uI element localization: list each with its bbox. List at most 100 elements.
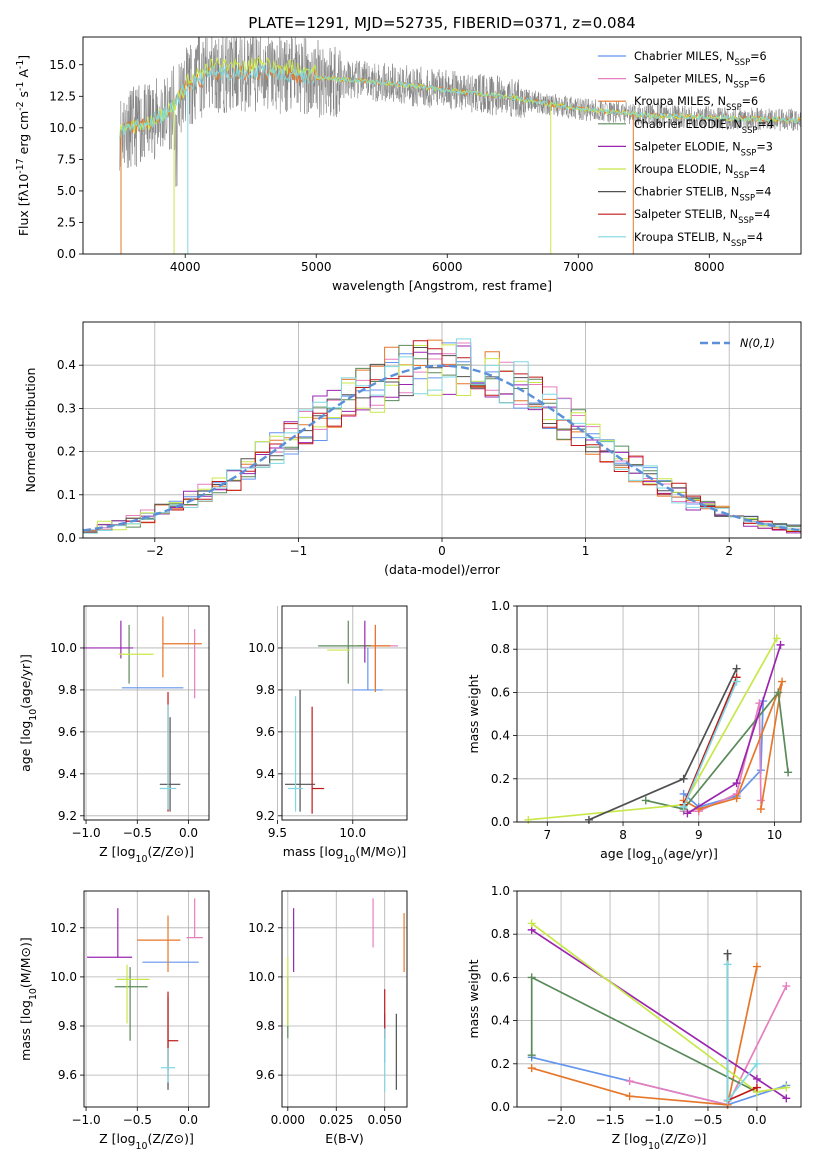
- weight-marker: [527, 919, 536, 928]
- x-tick-label: 0.0: [179, 1113, 198, 1127]
- x-tick-label: 0.050: [368, 1113, 402, 1127]
- y-tick-label: 9.8: [58, 1019, 77, 1033]
- x-tick-label: 0.025: [319, 1113, 353, 1127]
- weight-marker: [752, 1074, 761, 1083]
- weight-marker: [732, 779, 741, 788]
- x-axis-label: (data-model)/error: [384, 562, 501, 577]
- y-tick-label: 0.2: [491, 772, 510, 786]
- residual-histogram-panel: −2 −1 0 1 2 0.0 0.1 0.2 0.3 0.4 (data-model)/error…: [23, 321, 802, 577]
- spectrum-lines: [119, 37, 801, 254]
- y-tick-label: 0.1: [57, 488, 76, 502]
- legend-label: Salpeter MILES, NSSP=6: [634, 73, 766, 90]
- weight-marker: [527, 1051, 536, 1060]
- y-tick-label: 0.8: [491, 927, 510, 941]
- weight-marker: [625, 1092, 634, 1101]
- y-tick-label: 9.6: [58, 1068, 77, 1082]
- y-tick-label: 0.4: [491, 729, 510, 743]
- x-tick-label: −0.5: [123, 826, 152, 840]
- error-bars: [87, 898, 203, 1090]
- error-bars: [285, 620, 398, 814]
- weight-series: [645, 690, 789, 810]
- x-tick-label: 0: [438, 544, 446, 558]
- x-axis-label: age [log10(age/yr)]: [600, 846, 718, 867]
- y-tick-label: 9.4: [58, 767, 77, 781]
- x-axis-label: Z [log10(Z/Z⊙)]: [99, 1131, 194, 1152]
- y-axis-label: mass weight: [466, 674, 481, 753]
- x-tick-label: 7000: [563, 260, 594, 274]
- x-tick-label: 6000: [432, 260, 463, 274]
- legend-label: Chabrier MILES, NSSP=6: [634, 50, 767, 67]
- error-bars: [287, 898, 405, 1093]
- weight-marker: [527, 973, 536, 982]
- weight-marker: [679, 774, 688, 783]
- model-spectrum: [119, 64, 801, 138]
- weight-lines: [524, 634, 793, 824]
- y-tick-label: 9.2: [58, 809, 77, 823]
- y-tick-label: 0.8: [491, 642, 510, 656]
- weight-marker: [732, 794, 741, 803]
- x-tick-label: 0.0: [747, 1113, 766, 1127]
- y-tick-label: 10.0: [50, 970, 77, 984]
- y-tick-label: 9.2: [256, 809, 275, 823]
- legend-label: Chabrier ELODIE, NSSP=4: [634, 118, 774, 135]
- x-axis-label: wavelength [Angstrom, rest frame]: [332, 278, 552, 293]
- mass-weight-vs-metallicity-panel: −2.0 −1.5 −1.0 −0.5 0.0 0.0 0.2 0.4 0.6 0.8 1.0 Z […: [466, 884, 802, 1152]
- weight-marker: [776, 640, 785, 649]
- weight-series: [682, 681, 738, 808]
- y-tick-label: 10.0: [49, 121, 76, 135]
- x-tick-label: 10.0: [339, 826, 366, 840]
- x-tick-label: −1.0: [71, 1113, 100, 1127]
- y-axis-label: mass [log10(M/M⊙)]: [18, 937, 39, 1061]
- weight-marker: [732, 677, 741, 686]
- weight-marker: [723, 949, 732, 958]
- weight-marker: [723, 1096, 732, 1105]
- x-tick-label: −1.5: [595, 1113, 624, 1127]
- weight-series: [531, 966, 758, 1106]
- axes-frame: [516, 605, 802, 823]
- y-tick-label: 9.6: [58, 725, 77, 739]
- weight-marker: [752, 962, 761, 971]
- weight-marker: [683, 809, 692, 818]
- x-tick-label: 8: [619, 828, 627, 842]
- x-axis-label: mass [log10(M/M⊙)]: [283, 844, 407, 865]
- y-tick-label: 10.2: [248, 921, 275, 935]
- y-tick-label: 0.3: [57, 401, 76, 415]
- legend-label: Kroupa ELODIE, NSSP=4: [634, 163, 766, 180]
- weight-marker: [752, 1083, 761, 1092]
- weight-marker: [782, 1083, 791, 1092]
- x-axis-label: Z [log10(Z/Z⊙)]: [612, 1131, 707, 1152]
- age-vs-metallicity-panel: −1.0 −0.5 0.0 9.2 9.4 9.6 9.8 10.0 Z [log10(Z/Z⊙…: [18, 605, 210, 865]
- axes-frame: [82, 36, 802, 255]
- legend-label: N(0,1): [740, 337, 775, 350]
- weight-marker: [782, 982, 791, 991]
- legend-label: Kroupa MILES, NSSP=6: [634, 95, 758, 112]
- weight-marker: [784, 768, 793, 777]
- y-axis-label: Flux [fλ10-17 erg cm-2 s-1 A-1]: [15, 55, 32, 236]
- y-tick-label: 0.6: [491, 970, 510, 984]
- weight-series: [727, 1086, 758, 1102]
- histograms: [83, 338, 801, 537]
- y-tick-label: 9.6: [256, 725, 275, 739]
- axes-frame: [83, 605, 210, 821]
- y-tick-label: 0.0: [57, 247, 76, 261]
- x-tick-label: −2.0: [546, 1113, 575, 1127]
- x-tick-label: 0.0: [179, 826, 198, 840]
- weight-series: [682, 676, 738, 806]
- x-axis-label: E(B-V): [325, 1131, 364, 1146]
- weight-lines: [527, 919, 791, 1109]
- weight-marker: [778, 677, 787, 686]
- y-tick-label: 15.0: [49, 58, 76, 72]
- legend-label: Salpeter STELIB, NSSP=4: [634, 208, 770, 225]
- weight-marker: [732, 664, 741, 673]
- weight-marker: [774, 688, 783, 697]
- axes-frame: [281, 890, 408, 1108]
- weight-marker: [584, 815, 593, 824]
- x-tick-label: 0.000: [271, 1113, 305, 1127]
- weight-marker: [723, 960, 732, 969]
- y-tick-label: 10.0: [248, 970, 275, 984]
- mass-vs-metallicity-panel: −1.0 −0.5 0.0 9.6 9.8 10.0 10.2 Z [log10(Z/Z⊙)]…: [18, 890, 210, 1152]
- x-tick-label: 9.5: [268, 826, 287, 840]
- mass-vs-ebv-panel: 0.000 0.025 0.050 9.6 9.8 10.0 10.2 E(B-V): [248, 890, 408, 1146]
- y-axis-label: mass weight: [466, 959, 481, 1038]
